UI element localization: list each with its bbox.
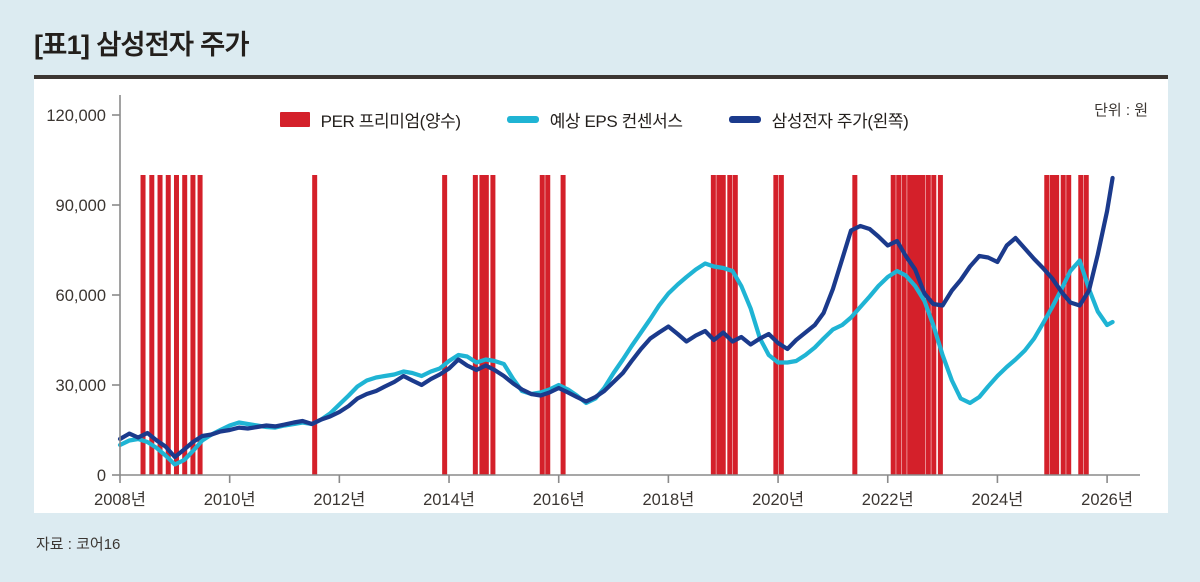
y-tick-label: 0	[97, 467, 106, 485]
per-premium-bar	[483, 175, 489, 475]
per-premium-bar	[710, 175, 716, 475]
per-premium-bar	[890, 175, 896, 475]
legend-swatch-cyan	[506, 116, 539, 123]
y-tick-label: 60,000	[56, 287, 106, 305]
per-premium-bar	[778, 175, 784, 475]
x-tick-label: 2020년	[752, 490, 804, 509]
per-premium-bar	[1083, 175, 1089, 475]
per-premium-bar	[716, 175, 722, 475]
per-premium-bar	[852, 175, 858, 475]
title-divider	[34, 75, 1168, 79]
per-premium-bar	[165, 175, 171, 475]
per-premium-bar	[157, 175, 163, 475]
x-tick-label: 2026년	[1081, 490, 1133, 509]
y-tick-labels-group: 0 30,000 60,000 90,000 120,000	[46, 107, 106, 485]
per-premium-bar	[907, 175, 913, 475]
per-premium-bar	[190, 175, 196, 475]
per-premium-bar	[727, 175, 733, 475]
x-tick-label: 2016년	[533, 490, 585, 509]
per-premium-bar	[1060, 175, 1066, 475]
legend-label-stock-price: 삼성전자 주가(왼쪽)	[771, 112, 909, 131]
x-tick-label: 2018년	[642, 490, 694, 509]
legend-item-per-premium[interactable]: PER 프리미엄(양수)	[279, 107, 461, 132]
per-premium-bar	[182, 175, 188, 475]
per-premium-bar	[140, 175, 146, 475]
chart-card: 단위 : 원 PER 프리미엄(양수) 예상 EPS 컨센서스 삼성전자 주가(…	[34, 79, 1168, 513]
per-premium-bar	[1066, 175, 1072, 475]
per-premium-bar	[732, 175, 738, 475]
per-premium-bar	[1078, 175, 1084, 475]
per-premium-bar	[920, 175, 926, 475]
per-premium-bar	[1054, 175, 1060, 475]
legend-item-stock-price[interactable]: 삼성전자 주가(왼쪽)	[728, 107, 909, 132]
per-premium-bar	[560, 175, 566, 475]
per-premium-bar	[442, 175, 448, 475]
per-premium-bar	[490, 175, 496, 475]
x-tick-label: 2024년	[971, 490, 1023, 509]
legend-item-eps-consensus[interactable]: 예상 EPS 컨센서스	[506, 107, 683, 132]
unit-label: 단위 : 원	[1094, 102, 1148, 119]
per-premium-bar	[901, 175, 907, 475]
per-premium-bar	[720, 175, 726, 475]
series-lines-group	[117, 175, 1115, 467]
x-tick-label: 2008년	[94, 490, 146, 509]
per-premium-bar	[896, 175, 902, 475]
per-premium-bar	[937, 175, 943, 475]
per-premium-bar	[173, 175, 179, 475]
per-premium-bar	[197, 175, 203, 475]
series-line-eps-consensus	[117, 258, 1115, 467]
per-premium-bars-group	[140, 175, 1089, 475]
x-tick-label: 2012년	[313, 490, 365, 509]
per-premium-bar	[1049, 175, 1055, 475]
per-premium-bar	[925, 175, 931, 475]
per-premium-bar	[312, 175, 318, 475]
per-premium-bar	[472, 175, 478, 475]
per-premium-bar	[915, 175, 921, 475]
chart-legend: PER 프리미엄(양수) 예상 EPS 컨센서스 삼성전자 주가(왼쪽)	[214, 107, 974, 132]
per-premium-bar	[911, 175, 917, 475]
per-premium-bar	[773, 175, 779, 475]
source-note: 자료 : 코어16	[36, 536, 121, 553]
legend-swatch-red	[279, 112, 310, 127]
legend-label-per-premium: PER 프리미엄(양수)	[320, 112, 461, 131]
legend-label-eps-consensus: 예상 EPS 컨센서스	[549, 112, 683, 131]
y-tick-label: 120,000	[46, 107, 106, 125]
per-premium-bar	[1044, 175, 1050, 475]
per-premium-bar	[539, 175, 545, 475]
x-tick-label: 2010년	[204, 490, 256, 509]
per-premium-bar	[545, 175, 551, 475]
chart-plot: 0 30,000 60,000 90,000 120,000 2008년 2010년 201…	[46, 95, 1140, 509]
series-line-stock-price	[117, 175, 1115, 460]
legend-swatch-navy	[728, 116, 761, 123]
per-premium-bar	[149, 175, 155, 475]
y-tick-label: 30,000	[56, 377, 106, 395]
page-title: [표1] 삼성전자 주가	[34, 30, 249, 60]
title-block: [표1] 삼성전자 주가	[34, 28, 1168, 62]
x-tick-label: 2014년	[423, 490, 475, 509]
axes-group	[112, 95, 1140, 483]
x-tick-label: 2022년	[862, 490, 914, 509]
y-tick-label: 90,000	[56, 197, 106, 215]
per-premium-bar	[479, 175, 485, 475]
x-tick-labels-group: 2008년 2010년 2012년 2014년 2016년 2018년 2020년 2022년…	[94, 490, 1133, 509]
